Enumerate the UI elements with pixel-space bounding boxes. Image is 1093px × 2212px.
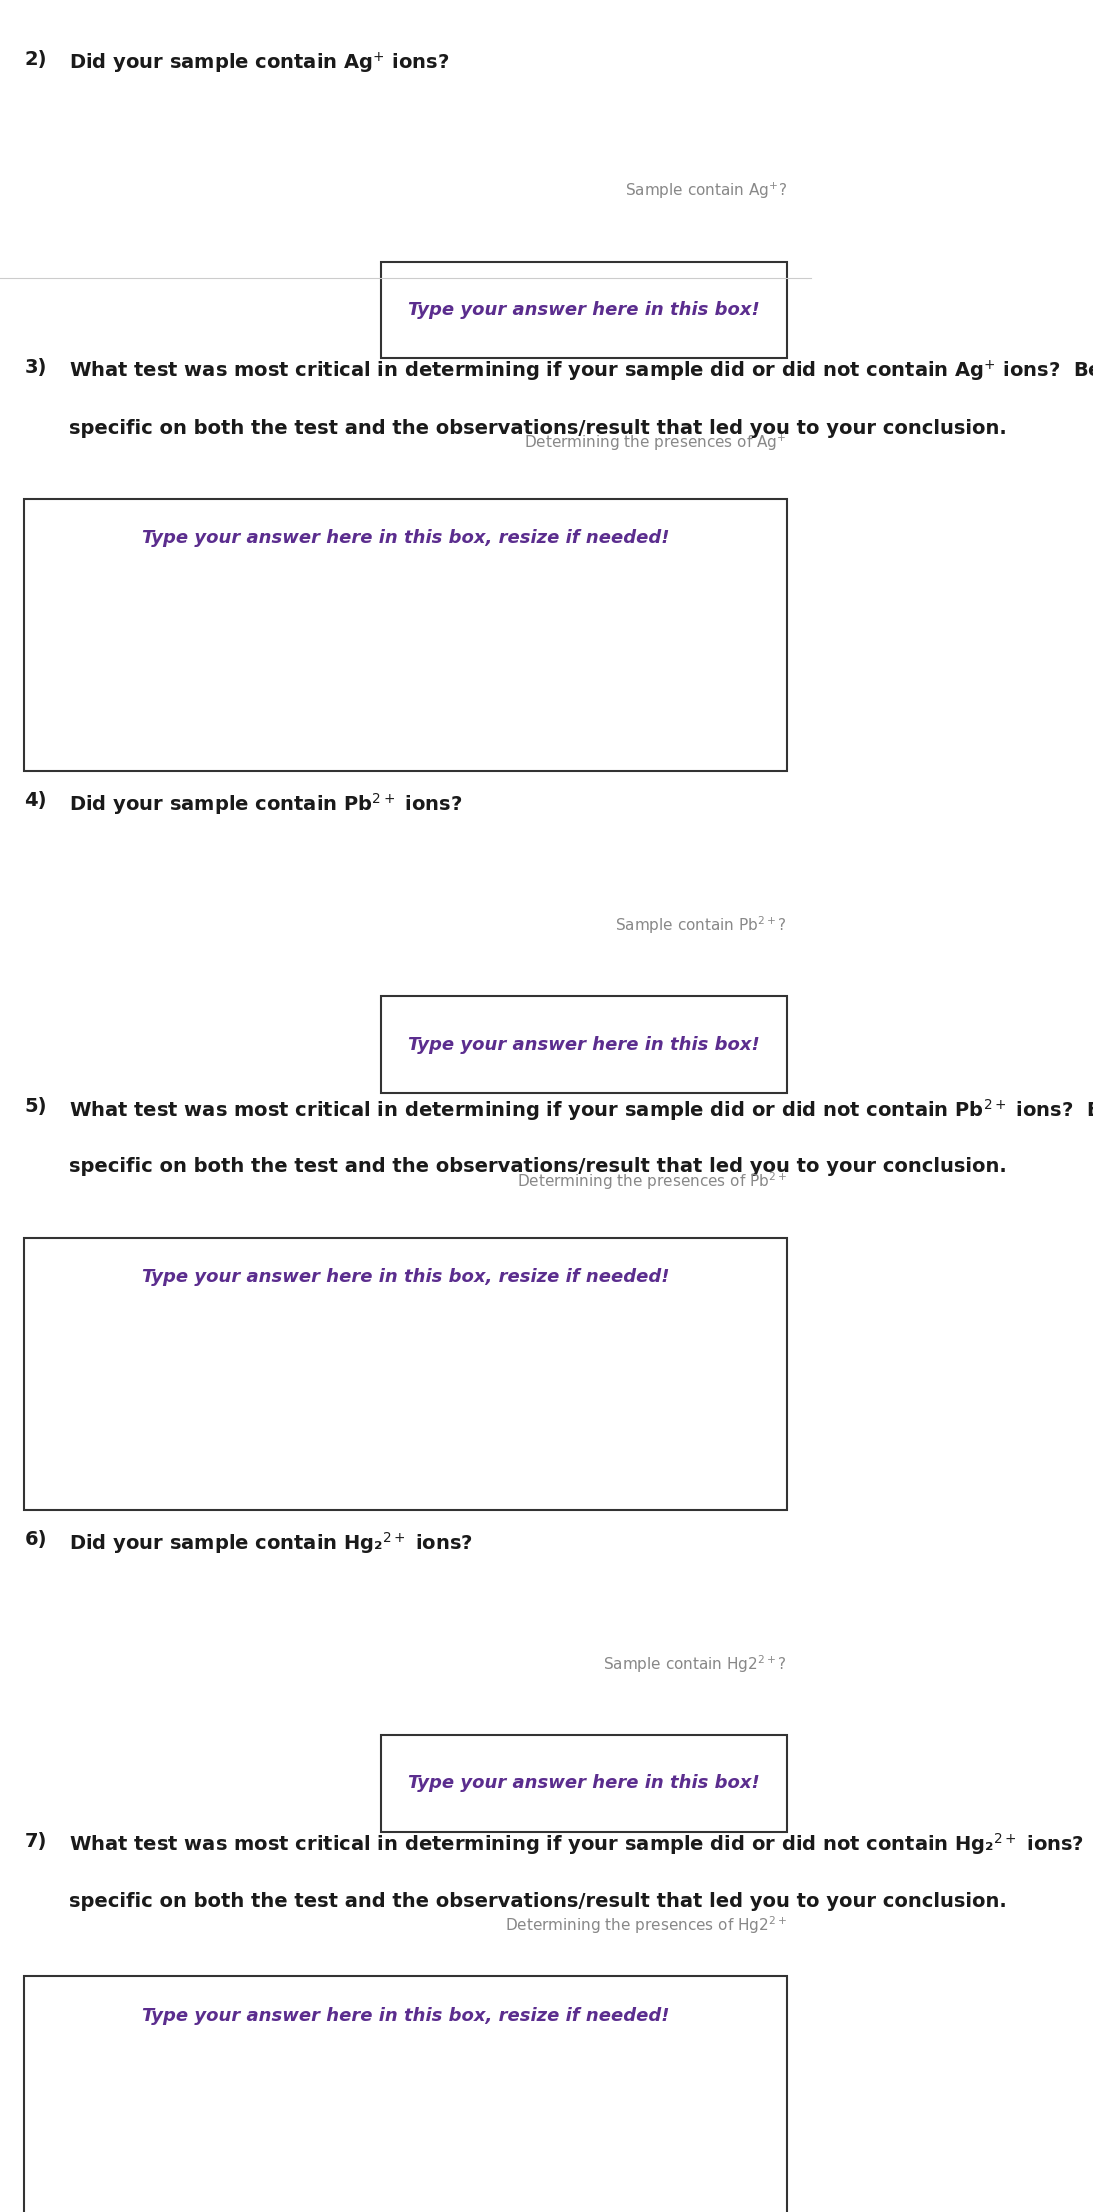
Text: What test was most critical in determining if your sample did or did not contain: What test was most critical in determini… bbox=[69, 1832, 1093, 1858]
Text: Sample contain Ag$^{+}$?: Sample contain Ag$^{+}$? bbox=[624, 181, 787, 201]
Text: 6): 6) bbox=[24, 1531, 47, 1548]
Text: What test was most critical in determining if your sample did or did not contain: What test was most critical in determini… bbox=[69, 358, 1093, 383]
Text: 7): 7) bbox=[24, 1832, 47, 1851]
Text: Did your sample contain Ag$^{+}$ ions?: Did your sample contain Ag$^{+}$ ions? bbox=[69, 51, 449, 75]
FancyBboxPatch shape bbox=[381, 1734, 787, 1832]
Text: Did your sample contain Hg₂$^{2+}$ ions?: Did your sample contain Hg₂$^{2+}$ ions? bbox=[69, 1531, 473, 1555]
Text: 5): 5) bbox=[24, 1097, 47, 1115]
FancyBboxPatch shape bbox=[24, 1239, 787, 1509]
Text: Type your answer here in this box, resize if needed!: Type your answer here in this box, resiz… bbox=[142, 529, 669, 546]
Text: specific on both the test and the observations/result that led you to your concl: specific on both the test and the observ… bbox=[69, 1157, 1007, 1177]
Text: Sample contain Hg2$^{2+}$?: Sample contain Hg2$^{2+}$? bbox=[603, 1652, 787, 1674]
Text: 2): 2) bbox=[24, 51, 47, 69]
Text: Determining the presences of Pb$^{2+}$: Determining the presences of Pb$^{2+}$ bbox=[517, 1170, 787, 1192]
FancyBboxPatch shape bbox=[24, 500, 787, 770]
Text: Type your answer here in this box, resize if needed!: Type your answer here in this box, resiz… bbox=[142, 1267, 669, 1285]
FancyBboxPatch shape bbox=[381, 995, 787, 1093]
FancyBboxPatch shape bbox=[381, 261, 787, 358]
Text: 4): 4) bbox=[24, 792, 47, 810]
FancyBboxPatch shape bbox=[24, 1978, 787, 2212]
Text: What test was most critical in determining if your sample did or did not contain: What test was most critical in determini… bbox=[69, 1097, 1093, 1124]
Text: specific on both the test and the observations/result that led you to your concl: specific on both the test and the observ… bbox=[69, 418, 1007, 438]
Text: Type your answer here in this box, resize if needed!: Type your answer here in this box, resiz… bbox=[142, 2006, 669, 2024]
Text: Type your answer here in this box!: Type your answer here in this box! bbox=[408, 1035, 760, 1053]
Text: Determining the presences of Hg2$^{2+}$: Determining the presences of Hg2$^{2+}$ bbox=[505, 1916, 787, 1936]
Text: specific on both the test and the observations/result that led you to your concl: specific on both the test and the observ… bbox=[69, 1891, 1007, 1911]
Text: 3): 3) bbox=[24, 358, 47, 378]
Text: Type your answer here in this box!: Type your answer here in this box! bbox=[408, 1774, 760, 1792]
Text: Sample contain Pb$^{2+}$?: Sample contain Pb$^{2+}$? bbox=[615, 914, 787, 936]
Text: Determining the presences of Ag$^{+}$: Determining the presences of Ag$^{+}$ bbox=[525, 434, 787, 453]
Text: Type your answer here in this box!: Type your answer here in this box! bbox=[408, 301, 760, 319]
Text: Did your sample contain Pb$^{2+}$ ions?: Did your sample contain Pb$^{2+}$ ions? bbox=[69, 792, 462, 816]
